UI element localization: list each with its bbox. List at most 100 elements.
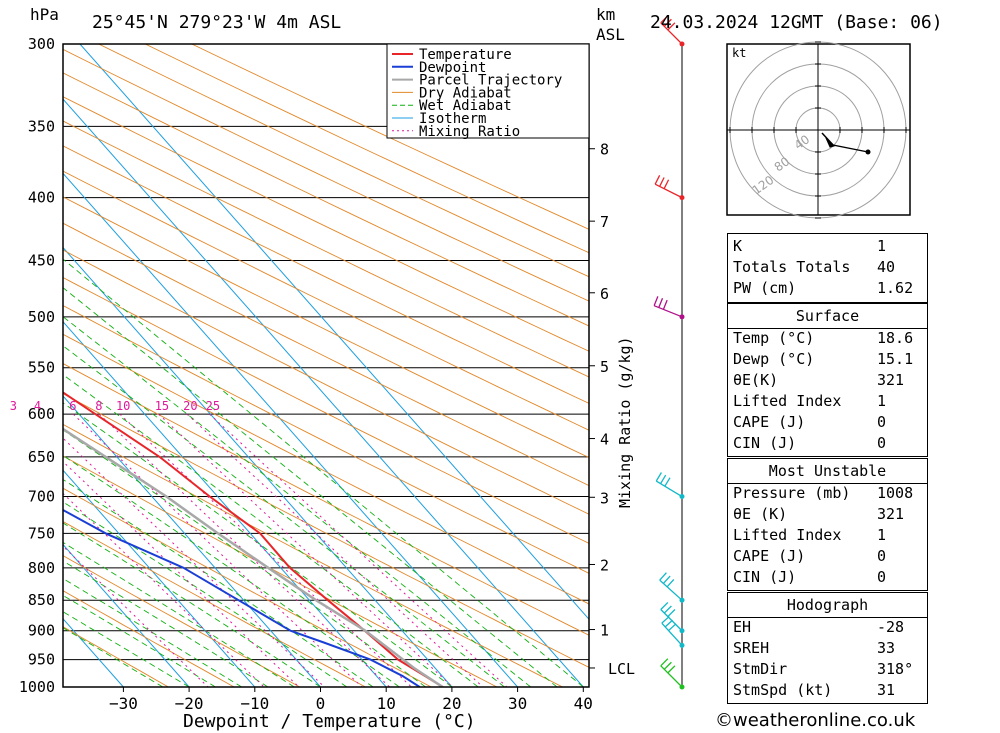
- stat-key: Temp (°C): [733, 329, 815, 347]
- x-tick-label: −10: [240, 694, 269, 713]
- wind-barb-feather: [661, 615, 670, 624]
- stat-row: Dewp (°C) 15.1: [733, 350, 922, 371]
- dry-adiabat-line: [63, 555, 301, 687]
- storm-motion-line: [821, 132, 835, 147]
- wet-adiabat-line: [63, 258, 584, 687]
- wind-barb-feather: [663, 605, 672, 614]
- wind-level-dot: [679, 41, 685, 47]
- km-tick-label: 7: [600, 213, 609, 231]
- x-tick-label: −20: [175, 694, 204, 713]
- wet-adiabat-line: [63, 522, 321, 687]
- wind-barb-feather: [654, 174, 661, 185]
- wind-barb-feather: [662, 575, 671, 584]
- mixing-ratio-label: 3: [10, 399, 17, 413]
- x-tick-label: 20: [442, 694, 461, 713]
- stat-value: 1: [877, 237, 887, 255]
- pressure-tick-label: 450: [28, 252, 55, 270]
- mixing-ratio-line: [63, 460, 300, 687]
- stat-key: Pressure (mb): [733, 484, 851, 502]
- wind-barb-feather: [660, 15, 669, 24]
- dry-adiabat-line: [63, 96, 589, 352]
- stat-value: 1: [877, 526, 887, 544]
- stat-row: θE(K) 321: [733, 371, 922, 392]
- pressure-tick-label: 400: [28, 189, 55, 207]
- x-tick-label: 10: [377, 694, 396, 713]
- stat-value: 1: [877, 392, 887, 410]
- stat-row: StmSpd (kt) 31: [733, 681, 922, 702]
- wind-barb-feather: [660, 474, 667, 484]
- stat-row: Temp (°C) 18.6: [733, 329, 922, 350]
- pressure-tick-label: 1000: [19, 678, 55, 696]
- stat-key: θE(K): [733, 371, 779, 389]
- isotherm-line: [63, 469, 256, 687]
- dry-adiabat-line: [63, 626, 169, 687]
- km-tick-label: 8: [600, 141, 609, 159]
- wind-barb-feather: [663, 661, 672, 670]
- wind-level-dot: [679, 642, 685, 648]
- stat-value: 318°: [877, 660, 914, 678]
- isotherm-line: [63, 246, 453, 687]
- stat-value: 33: [877, 639, 896, 657]
- dry-adiabat-line: [63, 590, 235, 687]
- stat-row: StmDir 318°: [733, 660, 922, 681]
- wet-adiabat-line: [63, 454, 400, 687]
- stat-value: 0: [877, 568, 887, 586]
- dry-adiabat-line: [98, 44, 589, 278]
- mixing-ratio-line: [63, 437, 325, 687]
- mixing-ratio-label: 10: [116, 399, 130, 413]
- parcel-trajectory-line: [63, 427, 444, 687]
- km-tick-label: 4: [600, 431, 609, 449]
- wind-barb-feather: [668, 623, 677, 632]
- pressure-tick-label: 500: [28, 308, 55, 326]
- wind-level-dot: [679, 195, 685, 201]
- wind-barb: [655, 480, 683, 498]
- stat-key: Dewp (°C): [733, 350, 815, 368]
- stat-row: Totals Totals 40: [733, 258, 922, 279]
- wind-barb-feather: [659, 572, 667, 581]
- legend-label: Isotherm: [419, 111, 486, 127]
- wind-barb-feather: [664, 477, 671, 487]
- dry-adiabat-line: [63, 520, 366, 687]
- x-tick-label: 40: [574, 694, 593, 713]
- stat-key: Lifted Index: [733, 526, 842, 544]
- dry-adiabat-line: [63, 249, 589, 515]
- km-label: km: [596, 5, 615, 24]
- pressure-tick-label: 550: [28, 359, 55, 377]
- mixing-ratio-label: 20: [183, 399, 197, 413]
- pressure-tick-label: 600: [28, 405, 55, 423]
- surface-panel: Surface Temp (°C) 18.6 Dewp (°C) 15.1 θE(K…: [727, 303, 928, 457]
- mixing-ratio-axis-label: Mixing Ratio (g/kg): [616, 336, 634, 508]
- legend-label: Wet Adiabat: [419, 98, 512, 114]
- stat-row: Lifted Index 1: [733, 392, 922, 413]
- wind-barb-feather: [664, 619, 674, 628]
- stat-value: 0: [877, 547, 887, 565]
- stat-key: EH: [733, 618, 752, 636]
- dry-adiabat-line: [63, 170, 589, 431]
- mixing-ratio-label: 15: [155, 399, 169, 413]
- dry-adiabat-line: [63, 333, 589, 605]
- stat-key: K: [733, 237, 743, 255]
- wet-adiabat-line: [63, 345, 505, 687]
- km-tick-label: 5: [600, 358, 609, 376]
- legend-label: Dry Adiabat: [419, 85, 512, 101]
- stat-value: 1008: [877, 484, 914, 502]
- mixing-ratio-label: 25: [206, 399, 220, 413]
- mixing-ratio-label: 6: [69, 399, 76, 413]
- dry-adiabat-line: [63, 277, 589, 544]
- stat-value: 0: [877, 434, 887, 452]
- legend-label: Parcel Trajectory: [419, 73, 562, 89]
- dry-adiabat-line: [191, 44, 589, 230]
- copyright-footer[interactable]: ©weatheronline.co.uk: [715, 710, 916, 731]
- pressure-tick-label: 800: [28, 559, 55, 577]
- pressure-tick-label: 650: [28, 448, 55, 466]
- isotherm-line: [79, 44, 589, 620]
- stat-row: PW (cm) 1.62: [733, 279, 922, 300]
- mixing-ratio-label: 8: [95, 399, 102, 413]
- wind-level-dot: [679, 628, 685, 634]
- dry-adiabat-line: [63, 145, 589, 404]
- wind-barb-feather: [659, 177, 665, 187]
- wet-adiabat-line: [63, 374, 479, 687]
- stat-value: 18.6: [877, 329, 914, 347]
